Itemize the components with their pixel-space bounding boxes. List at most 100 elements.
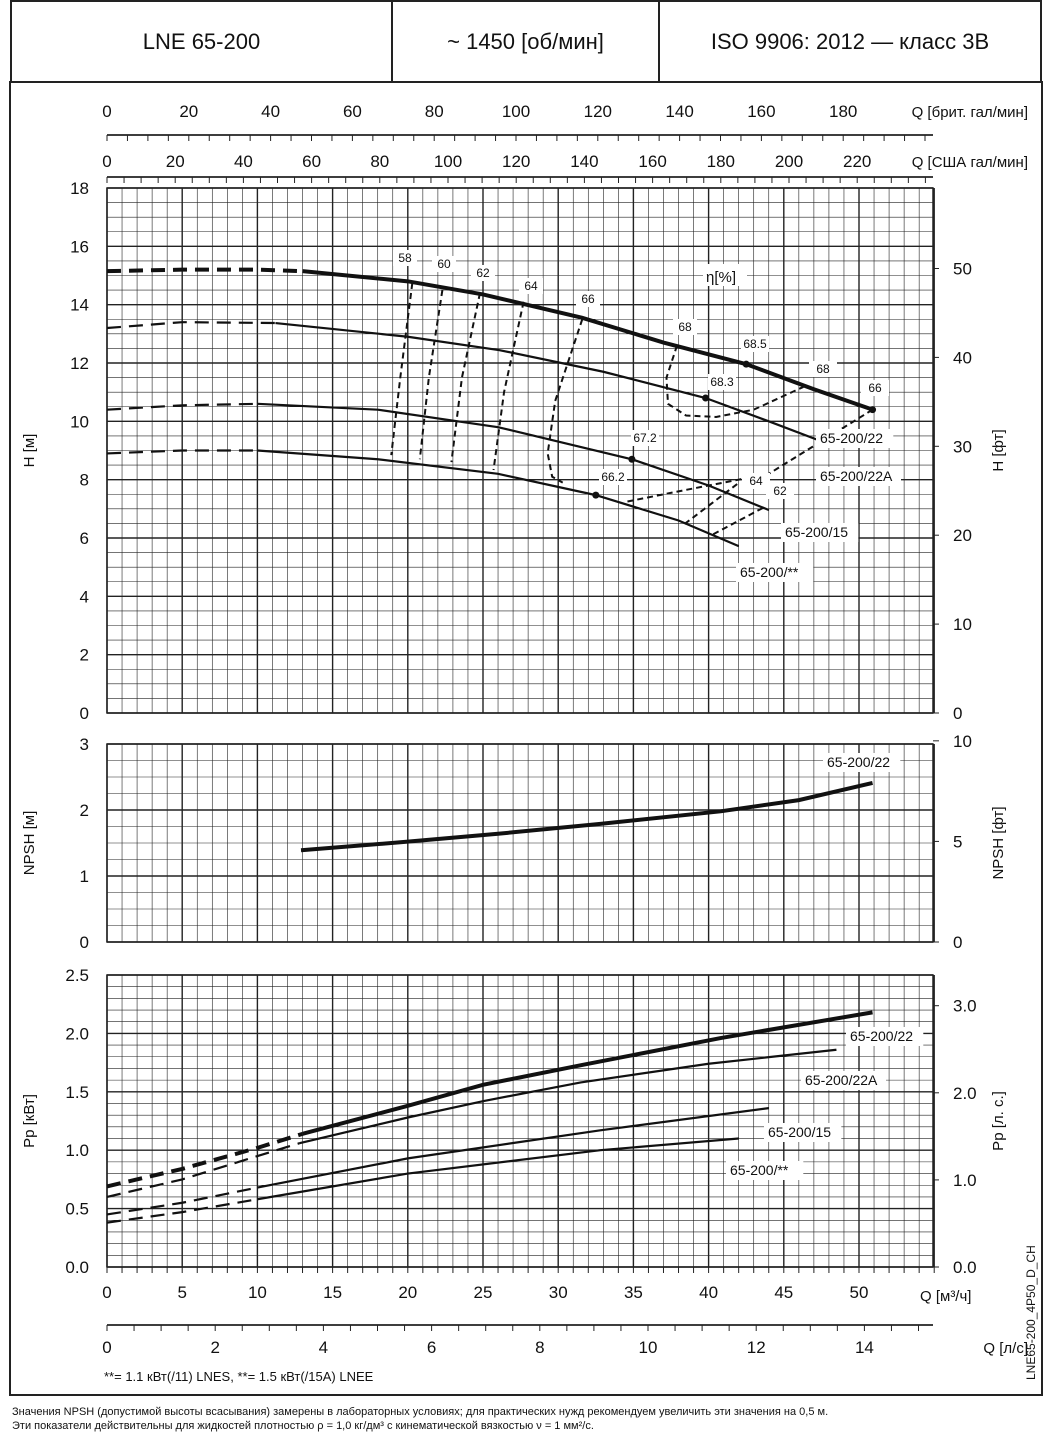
label-bg xyxy=(781,523,859,542)
curve-dashed-65-200/** xyxy=(106,449,258,455)
ls-tick-label: 14 xyxy=(855,1338,874,1357)
brit-gpm-tick-label: 80 xyxy=(425,102,444,121)
label-bg xyxy=(846,1027,924,1046)
us-gpm-tick-label: 180 xyxy=(707,152,735,171)
curve-label: 65-200/22 xyxy=(820,430,883,446)
efficiency-label: 66 xyxy=(868,381,882,395)
ls-tick-label: 10 xyxy=(639,1338,658,1357)
label-bg xyxy=(703,264,747,286)
curve-65-200/22 xyxy=(302,269,874,412)
label-bg xyxy=(742,473,770,489)
y-tick-label: 10 xyxy=(70,412,89,431)
us-gpm-tick-label: 80 xyxy=(370,152,389,171)
efficiency-label: 68 xyxy=(678,320,692,334)
us-gpm-tick-label: 140 xyxy=(570,152,598,171)
efficiency-line-68 xyxy=(665,345,804,418)
y-right-tick-label: 0.0 xyxy=(953,1258,977,1277)
y-tick-label: 2.0 xyxy=(65,1024,89,1043)
label-bg xyxy=(766,483,794,499)
efficiency-line-64 xyxy=(492,301,525,471)
y-right-tick-label: 3.0 xyxy=(953,997,977,1016)
us-gpm-tick-label: 60 xyxy=(302,152,321,171)
efficiency-label: 66 xyxy=(581,292,595,306)
m3h-tick-label: 45 xyxy=(774,1283,793,1302)
efficiency-line-58 xyxy=(390,282,414,456)
y-tick-label: 14 xyxy=(70,296,89,315)
label-bg xyxy=(736,563,814,582)
curve-dashed-65-200/22 xyxy=(106,1131,304,1189)
us-gpm-tick-label: 0 xyxy=(102,152,111,171)
efficiency-line-62 xyxy=(711,507,764,536)
footer-note-2: Эти показатели действительны для жидкост… xyxy=(12,1420,594,1432)
y-tick-label: 4 xyxy=(80,587,89,606)
y-tick-label: 0 xyxy=(80,704,89,723)
curve-dashed-65-200/15 xyxy=(106,402,258,411)
y-axis-label: Pp [кВт] xyxy=(21,1094,38,1148)
curve-65-200/** xyxy=(257,449,740,548)
y-tick-label: 1.0 xyxy=(65,1141,89,1160)
curve-65-200/15 xyxy=(257,1107,769,1189)
efficiency-line-64 xyxy=(683,483,738,525)
label-bg xyxy=(801,1071,886,1090)
y-axis-label: H [м] xyxy=(21,434,38,468)
y-tick-label: 2 xyxy=(80,801,89,820)
label-bg xyxy=(432,256,456,272)
efficiency-label: 66.2 xyxy=(601,470,625,484)
m3h-tick-label: 20 xyxy=(398,1283,417,1302)
y-right-tick-label: 40 xyxy=(953,348,972,367)
ls-tick-label: 6 xyxy=(427,1338,436,1357)
ls-tick-label: 8 xyxy=(535,1338,544,1357)
efficiency-line-66 xyxy=(546,318,584,484)
curve-dashed-65-200/15 xyxy=(106,1186,258,1216)
efficiency-label: 64 xyxy=(749,474,763,488)
stars-note: **= 1.1 кВт(/11) LNES, **= 1.5 кВт(/15A)… xyxy=(104,1369,374,1384)
efficiency-point xyxy=(592,491,600,499)
eta-label: η[%] xyxy=(706,269,736,286)
curve-65-200/22 xyxy=(300,780,873,853)
label-bg xyxy=(816,429,894,448)
y-tick-label: 1 xyxy=(80,867,89,886)
y-tick-label: 8 xyxy=(80,471,89,490)
y-right-tick-label: 10 xyxy=(953,732,972,751)
ls-tick-label: 0 xyxy=(102,1338,111,1357)
label-bg xyxy=(726,1161,804,1180)
label-bg xyxy=(471,265,495,281)
plot-border xyxy=(106,974,934,1268)
us-gpm-tick-label: 120 xyxy=(502,152,530,171)
brit-gpm-axis-label: Q [брит. гал/мин] xyxy=(912,104,1028,121)
y-right-tick-label: 30 xyxy=(953,437,972,456)
curve-65-200/22A xyxy=(299,1048,837,1145)
y-tick-label: 0 xyxy=(80,933,89,952)
curve-label: 65-200/22 xyxy=(850,1028,913,1044)
efficiency-point xyxy=(628,455,636,463)
y-tick-label: 12 xyxy=(70,354,89,373)
efficiency-label: 67.2 xyxy=(633,431,657,445)
y-right-axis-label: Pp [л. с.] xyxy=(990,1091,1007,1151)
efficiency-label: 64 xyxy=(524,279,538,293)
us-gpm-tick-label: 40 xyxy=(234,152,253,171)
y-tick-label: 0.0 xyxy=(65,1258,89,1277)
y-right-axis-label: NPSH [фт] xyxy=(990,806,1007,879)
brit-gpm-tick-label: 0 xyxy=(102,102,111,121)
brit-gpm-tick-label: 100 xyxy=(502,102,530,121)
us-gpm-tick-label: 20 xyxy=(166,152,185,171)
drawing-code: LNE65-200_4P50_D_CH xyxy=(1024,1245,1038,1380)
m3h-axis-label: Q [м³/ч] xyxy=(920,1288,971,1305)
ls-tick-label: 4 xyxy=(319,1338,328,1357)
efficiency-label: 60 xyxy=(437,257,451,271)
y-right-tick-label: 0 xyxy=(953,704,962,723)
m3h-tick-label: 10 xyxy=(248,1283,267,1302)
y-right-tick-label: 5 xyxy=(953,832,962,851)
m3h-tick-label: 30 xyxy=(549,1283,568,1302)
efficiency-label: 62 xyxy=(476,266,490,280)
y-tick-label: 16 xyxy=(70,237,89,256)
label-bg xyxy=(809,361,837,377)
standard-label: ISO 9906: 2012 — класс 3B xyxy=(658,0,1042,83)
brit-gpm-tick-label: 20 xyxy=(179,102,198,121)
m3h-tick-label: 25 xyxy=(474,1283,493,1302)
label-bg xyxy=(861,380,889,396)
m3h-tick-label: 40 xyxy=(699,1283,718,1302)
y-tick-label: 2 xyxy=(80,646,89,665)
